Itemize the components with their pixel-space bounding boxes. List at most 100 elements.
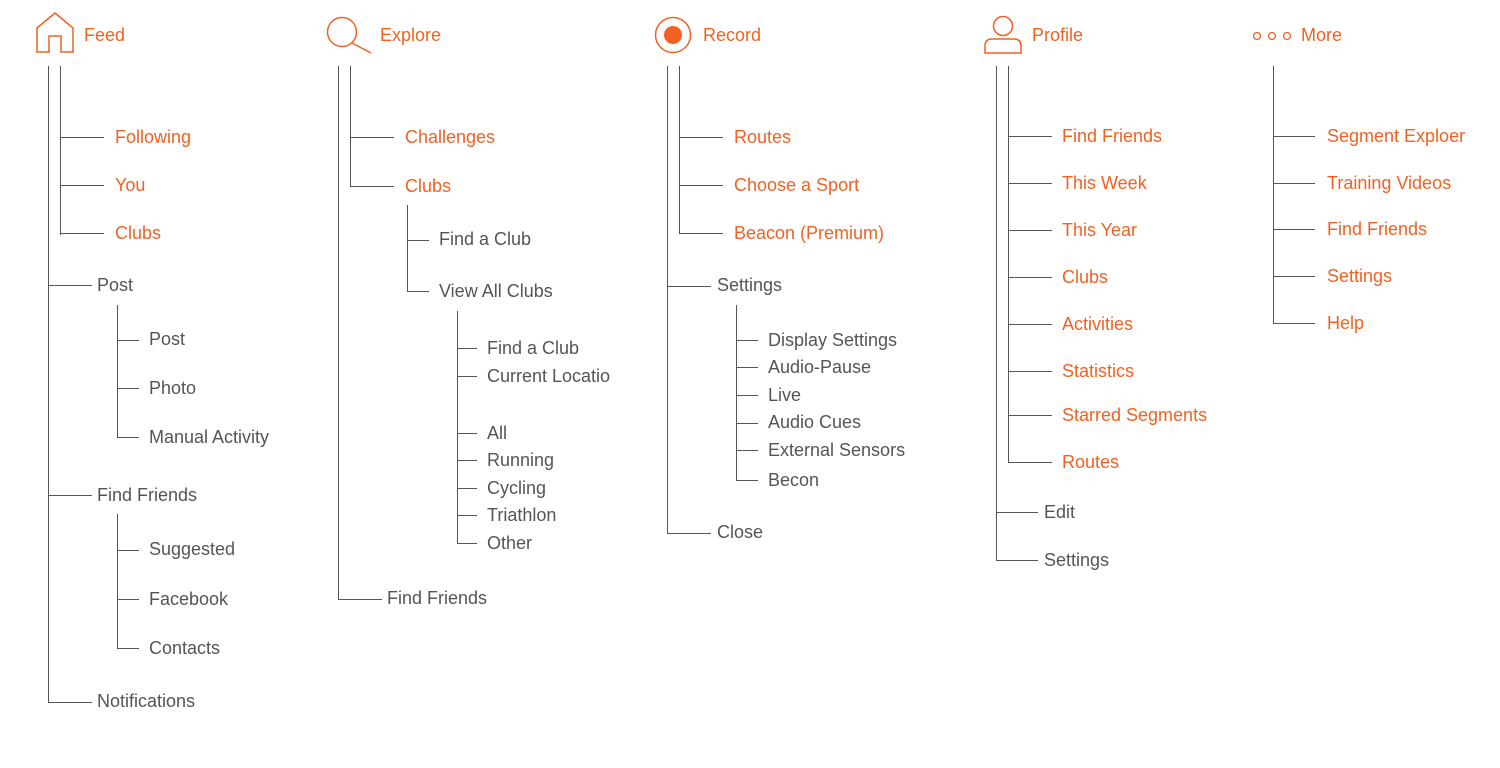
explore-connector [457,543,477,544]
record-connector [679,137,723,138]
tab-feed[interactable]: Feed [84,25,126,45]
profile-activities-link[interactable]: Activities [1062,314,1134,334]
record-settings-becon: Becon [768,470,820,490]
explore-current-location-clip: Current Locatio [487,366,612,388]
explore-trunk-line [338,66,339,600]
explore-clubs-link[interactable]: Clubs [405,176,452,196]
record-settings-audio-pause: Audio-Pause [768,357,872,377]
tab-more[interactable]: More [1301,25,1343,45]
feed-connector [60,137,104,138]
explore-connector [407,291,429,292]
tab-profile[interactable]: Profile [1032,25,1084,45]
feed-connector [117,648,139,649]
tab-explore[interactable]: Explore [380,25,442,45]
explore-connector [407,240,429,241]
record-choose-a-sport-link[interactable]: Choose a Sport [734,175,860,195]
profile-this-year-link[interactable]: This Year [1062,220,1138,240]
feed-post-branch-line [117,305,118,438]
tab-record[interactable]: Record [703,25,762,45]
profile-connector [1008,277,1052,278]
feed-find-friends-contacts: Contacts [149,638,221,658]
feed-find-friends-suggested: Suggested [149,539,236,559]
profile-starred-segments-link[interactable]: Starred Segments [1062,405,1208,425]
record-trunk-line [667,66,668,533]
profile-routes-link[interactable]: Routes [1062,452,1120,472]
feed-find-friends-node: Find Friends [97,485,198,505]
more-training-videos-link[interactable]: Training Videos [1327,173,1452,193]
explore-view-all-cycling: Cycling [487,478,547,498]
record-connector [736,450,758,451]
feed-connector [48,702,92,703]
explore-top-branch-line [350,66,351,186]
record-close-node: Close [717,522,764,542]
record-connector [679,233,723,234]
record-connector [736,480,758,481]
record-icon [654,16,692,54]
more-help-link[interactable]: Help [1327,313,1365,333]
profile-connector [1008,324,1052,325]
explore-challenges-link[interactable]: Challenges [405,127,496,147]
explore-clubs-view-all-clubs: View All Clubs [439,281,553,301]
record-connector [667,286,711,287]
explore-connector [350,137,394,138]
explore-connector [350,186,394,187]
user-icon [984,15,1022,54]
feed-following-link[interactable]: Following [115,127,192,147]
record-beacon-premium-link[interactable]: Beacon (Premium) [734,223,885,243]
more-segment-explorer-link[interactable]: Segment Exploer [1327,126,1466,146]
more-connector [1273,183,1315,184]
more-connector [1273,323,1315,324]
feed-trunk-line [48,66,49,703]
feed-you-link[interactable]: You [115,175,146,195]
record-connector [667,533,711,534]
feed-connector [60,185,104,186]
more-connector [1273,229,1315,230]
profile-statistics-link[interactable]: Statistics [1062,361,1135,381]
feed-connector [117,388,139,389]
explore-view-all-other: Other [487,533,533,553]
explore-connector [338,599,382,600]
feed-post-manual-activity: Manual Activity [149,427,270,447]
feed-notifications-node: Notifications [97,691,196,711]
more-find-friends-link[interactable]: Find Friends [1327,219,1428,239]
record-connector [736,367,758,368]
profile-connector [1008,415,1052,416]
more-settings-link[interactable]: Settings [1327,266,1393,286]
profile-this-week-link[interactable]: This Week [1062,173,1147,193]
record-connector [736,423,758,424]
more-connector [1273,136,1315,137]
record-settings-node: Settings [717,275,783,295]
feed-connector [117,437,139,438]
profile-connector [996,512,1038,513]
feed-connector [60,233,104,234]
record-routes-link[interactable]: Routes [734,127,792,147]
profile-connector [996,560,1038,561]
explore-connector [457,433,477,434]
profile-connector [1008,136,1052,137]
more-trunk-line [1273,66,1274,324]
record-settings-audio-cues: Audio Cues [768,412,862,432]
record-settings-branch-line [736,305,737,481]
explore-clubs-find-a-club: Find a Club [439,229,532,249]
profile-clubs-link[interactable]: Clubs [1062,267,1109,287]
profile-find-friends-link[interactable]: Find Friends [1062,126,1163,146]
profile-connector [1008,371,1052,372]
explore-clubs-branch-line [407,205,408,291]
explore-view-all-triathlon: Triathlon [487,505,557,525]
feed-clubs-link[interactable]: Clubs [115,223,162,243]
profile-settings-node: Settings [1044,550,1110,570]
feed-connector [117,599,139,600]
explore-view-all-all: All [487,423,508,443]
explore-connector [457,460,477,461]
feed-connector [117,550,139,551]
feed-post-post: Post [149,329,186,349]
search-icon [326,16,372,54]
explore-connector [457,515,477,516]
more-dots-icon [1252,31,1292,41]
record-connector [736,340,758,341]
home-icon [36,12,74,53]
explore-connector [457,348,477,349]
feed-find-friends-branch-line [117,514,118,649]
more-connector [1273,276,1315,277]
